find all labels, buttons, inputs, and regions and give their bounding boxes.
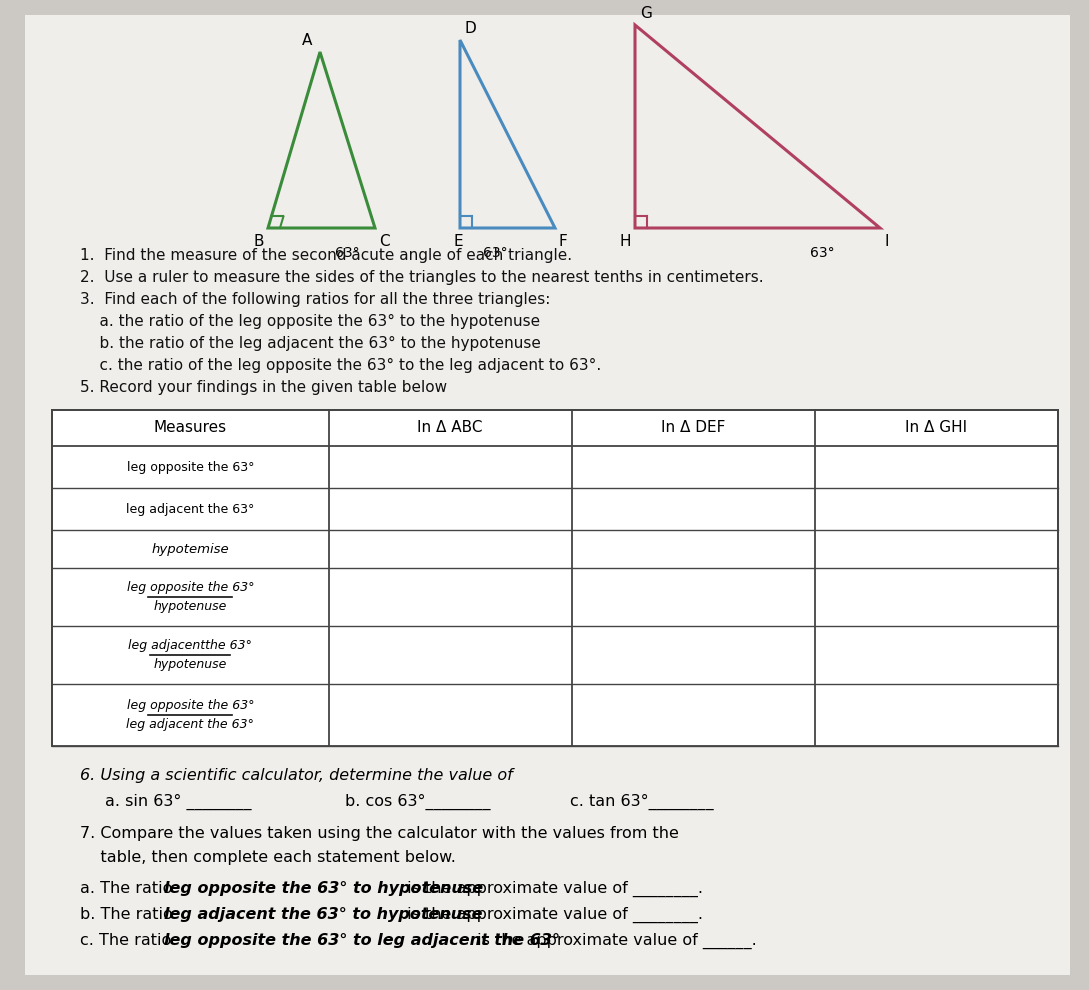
Text: I: I xyxy=(885,234,890,249)
Bar xyxy=(52,410,1059,746)
Text: 2.  Use a ruler to measure the sides of the triangles to the nearest tenths in c: 2. Use a ruler to measure the sides of t… xyxy=(79,270,763,285)
Text: 6. Using a scientific calculator, determine the value of: 6. Using a scientific calculator, determ… xyxy=(79,768,513,783)
Text: leg adjacentthe 63°: leg adjacentthe 63° xyxy=(129,639,253,652)
Text: 5. Record your findings in the given table below: 5. Record your findings in the given tab… xyxy=(79,380,448,395)
Text: 3.  Find each of the following ratios for all the three triangles:: 3. Find each of the following ratios for… xyxy=(79,292,550,307)
Text: leg adjacent the 63° to hypotenuse: leg adjacent the 63° to hypotenuse xyxy=(164,907,484,922)
Text: 1.  Find the measure of the second acute angle of each triangle.: 1. Find the measure of the second acute … xyxy=(79,248,572,263)
Text: hypotemise: hypotemise xyxy=(151,543,229,555)
Text: leg opposite the 63°: leg opposite the 63° xyxy=(126,699,254,712)
Text: F: F xyxy=(559,234,567,249)
Text: b. the ratio of the leg adjacent the 63° to the hypotenuse: b. the ratio of the leg adjacent the 63°… xyxy=(79,336,541,351)
Text: 7. Compare the values taken using the calculator with the values from the: 7. Compare the values taken using the ca… xyxy=(79,826,678,841)
Text: b. The ratio: b. The ratio xyxy=(79,907,178,922)
Text: a. sin 63° ________: a. sin 63° ________ xyxy=(105,794,252,810)
Text: B: B xyxy=(254,234,264,249)
Text: H: H xyxy=(620,234,631,249)
Text: hypotenuse: hypotenuse xyxy=(154,600,227,613)
Text: 63°: 63° xyxy=(482,246,507,260)
Text: In Δ GHI: In Δ GHI xyxy=(905,421,967,436)
Text: leg adjacent the 63°: leg adjacent the 63° xyxy=(126,503,255,516)
Text: C: C xyxy=(379,234,390,249)
Text: hypotenuse: hypotenuse xyxy=(154,658,227,671)
Text: 63°: 63° xyxy=(334,246,359,260)
Text: a. the ratio of the leg opposite the 63° to the hypotenuse: a. the ratio of the leg opposite the 63°… xyxy=(79,314,540,329)
Text: D: D xyxy=(464,21,476,36)
Text: is the approximate value of ________.: is the approximate value of ________. xyxy=(403,881,703,897)
Text: G: G xyxy=(640,6,652,21)
Text: b. cos 63°________: b. cos 63°________ xyxy=(345,794,490,810)
Text: c. the ratio of the leg opposite the 63° to the leg adjacent to 63°.: c. the ratio of the leg opposite the 63°… xyxy=(79,358,601,373)
Text: leg opposite the 63°: leg opposite the 63° xyxy=(126,460,254,473)
Text: a. The ratio: a. The ratio xyxy=(79,881,178,896)
Text: is the approximate value of ______.: is the approximate value of ______. xyxy=(473,933,757,949)
Text: c. tan 63°________: c. tan 63°________ xyxy=(570,794,713,810)
Text: In Δ DEF: In Δ DEF xyxy=(661,421,725,436)
Text: leg adjacent the 63°: leg adjacent the 63° xyxy=(126,718,254,731)
Text: table, then complete each statement below.: table, then complete each statement belo… xyxy=(79,850,456,865)
Text: leg opposite the 63°: leg opposite the 63° xyxy=(126,581,254,594)
Text: c. The ratio: c. The ratio xyxy=(79,933,176,948)
Text: E: E xyxy=(453,234,463,249)
Text: A: A xyxy=(302,33,313,48)
Text: Measures: Measures xyxy=(154,421,227,436)
Text: leg opposite the 63° to hypotenuse: leg opposite the 63° to hypotenuse xyxy=(164,881,484,896)
Text: leg opposite the 63° to leg adjacent the 63°: leg opposite the 63° to leg adjacent the… xyxy=(164,933,561,948)
Text: In Δ ABC: In Δ ABC xyxy=(417,421,484,436)
Text: is the approximate value of ________.: is the approximate value of ________. xyxy=(403,907,703,924)
Text: 63°: 63° xyxy=(810,246,834,260)
